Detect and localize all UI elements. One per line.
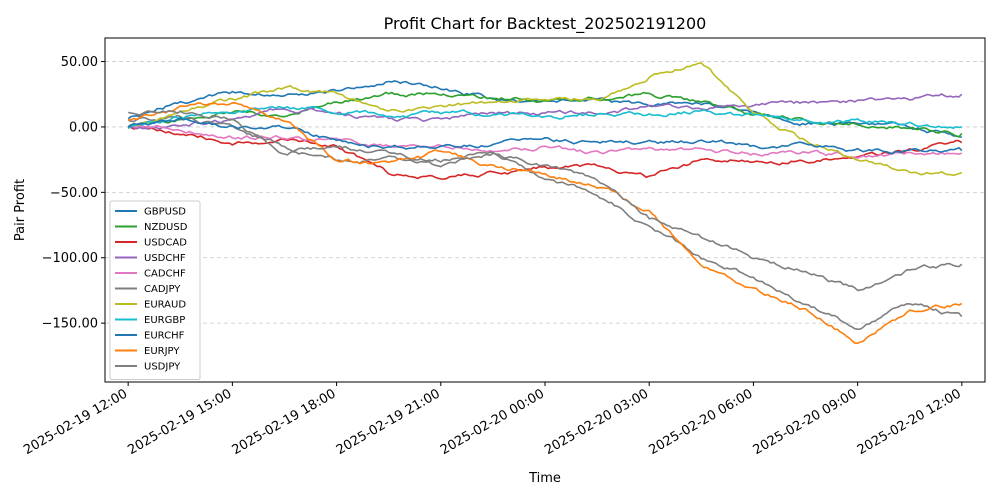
series-line-cadchf — [128, 124, 963, 159]
legend-label: USDJPY — [144, 362, 181, 373]
legend-label: EURJPY — [144, 346, 180, 357]
series-line-eurgbp — [127, 105, 962, 130]
legend-label: CADJPY — [144, 284, 181, 295]
series-line-cadjpy — [127, 114, 963, 330]
legend-label: GBPUSD — [144, 207, 186, 218]
series-line-usdjpy — [128, 110, 963, 292]
legend-label: CADCHF — [144, 269, 186, 280]
y-axis-ticks: 50.00 0.00 −50.00 −100.00 −150.00 — [42, 55, 105, 332]
series-line-eurchf — [127, 117, 963, 155]
y-tick-label: 50.00 — [61, 55, 98, 70]
legend-label: USDCHF — [144, 253, 186, 264]
legend-label: EURGBP — [144, 315, 185, 326]
legend-label: EURCHF — [144, 331, 185, 342]
y-tick-label: −50.00 — [50, 186, 98, 201]
y-tick-label: −150.00 — [42, 317, 98, 332]
series-line-usdchf — [128, 93, 963, 130]
series-lines — [127, 62, 963, 344]
legend-label: USDCAD — [144, 238, 187, 249]
y-tick-label: −100.00 — [42, 251, 98, 266]
y-tick-label: 0.00 — [69, 120, 98, 135]
legend-label: NZDUSD — [144, 222, 188, 233]
series-line-eurjpy — [128, 102, 963, 344]
legend-label: EURAUD — [144, 300, 186, 311]
x-axis-label: Time — [528, 471, 561, 486]
legend: GBPUSD NZDUSD USDCAD USDCHF CADCHF CADJPY EURA… — [109, 200, 201, 380]
y-axis-label: Pair Profit — [13, 179, 28, 241]
chart-title: Profit Chart for Backtest_202502191200 — [384, 14, 707, 34]
